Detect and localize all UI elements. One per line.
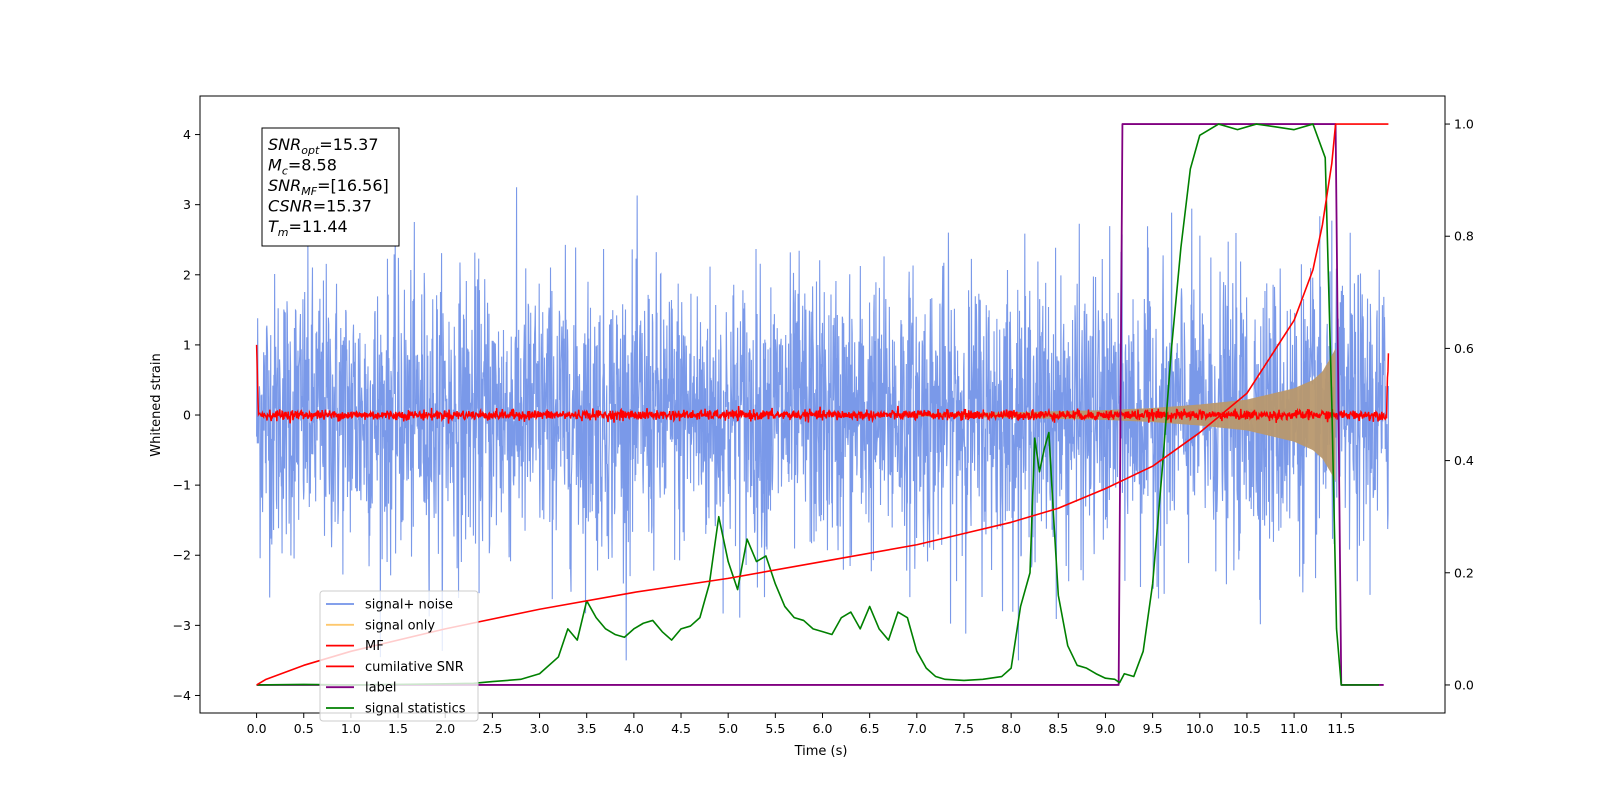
y-tick-label-left: −4 xyxy=(173,688,191,703)
x-tick-label: 5.5 xyxy=(765,721,785,736)
x-axis-title: Time (s) xyxy=(794,744,848,759)
x-tick-label: 2.0 xyxy=(435,721,455,736)
series-mf xyxy=(255,344,1390,424)
x-tick-label: 7.5 xyxy=(954,721,974,736)
x-tick-label: 5.0 xyxy=(718,721,738,736)
y-tick-label-left: 2 xyxy=(183,267,191,282)
info-box-line: Mc=8.58 xyxy=(268,156,337,178)
info-box-line: SNRopt=15.37 xyxy=(268,135,379,157)
x-tick-label: 3.5 xyxy=(577,721,597,736)
x-tick-label: 7.0 xyxy=(907,721,927,736)
x-tick-label: 10.5 xyxy=(1233,721,1261,736)
x-tick-label: 1.0 xyxy=(341,721,361,736)
x-axis: 0.0 0.5 1.0 1.5 2.0 2.5 3.0 3.5 4.0 4.5 5.0 5.5 6.0 6… xyxy=(247,713,1355,736)
y-tick-label-left: −3 xyxy=(173,618,191,633)
x-tick-label: 1.5 xyxy=(388,721,408,736)
x-tick-label: 9.5 xyxy=(1143,721,1163,736)
info-box-line: CSNR=15.37 xyxy=(268,197,372,216)
y-tick-label-left: −1 xyxy=(173,478,191,493)
y-axis-left: −4 −3 −2 −1 0 1 2 3 4 xyxy=(173,127,200,703)
y-tick-label-right: 0.8 xyxy=(1454,229,1474,244)
legend-label: signal+ noise xyxy=(365,598,453,613)
y-tick-label-left: 3 xyxy=(183,197,191,212)
y-tick-label-left: 4 xyxy=(183,127,191,142)
y-tick-label-right: 0.6 xyxy=(1454,341,1474,356)
x-tick-label: 4.0 xyxy=(624,721,644,736)
y-tick-label-left: 1 xyxy=(183,337,191,352)
x-tick-label: 11.5 xyxy=(1327,721,1355,736)
legend: signal+ noise signal only MF cumilative SNR… xyxy=(319,590,479,722)
info-box-line: Tm=11.44 xyxy=(268,217,348,239)
plot-area xyxy=(255,123,1390,686)
x-tick-label: 6.5 xyxy=(860,721,880,736)
y-tick-label-right: 1.0 xyxy=(1454,117,1474,132)
x-tick-label: 11.0 xyxy=(1280,721,1308,736)
series-signal-noise-line xyxy=(256,187,1389,661)
x-tick-label: 10.0 xyxy=(1186,721,1214,736)
x-tick-label: 8.0 xyxy=(1001,721,1021,736)
y-axis-title: Whitened strain xyxy=(149,353,164,456)
series-signal-noise xyxy=(256,187,1389,661)
legend-label: cumilative SNR xyxy=(365,660,464,675)
x-tick-label: 6.0 xyxy=(813,721,833,736)
x-tick-label: 2.5 xyxy=(482,721,502,736)
x-tick-label: 4.5 xyxy=(671,721,691,736)
legend-label: signal only xyxy=(365,618,435,633)
x-tick-label: 0.5 xyxy=(294,721,314,736)
info-box: SNRopt=15.37Mc=8.58SNRMF=[16.56]CSNR=15.… xyxy=(261,127,400,247)
series-mf-line xyxy=(255,344,1390,424)
legend-label: MF xyxy=(365,639,384,654)
y-tick-label-right: 0.0 xyxy=(1454,677,1474,692)
series-signal-statistics xyxy=(256,123,1379,686)
x-tick-label: 8.5 xyxy=(1048,721,1068,736)
x-tick-label: 9.0 xyxy=(1096,721,1116,736)
x-tick-label: 3.0 xyxy=(530,721,550,736)
y-tick-label-left: 0 xyxy=(183,408,191,423)
y-tick-label-left: −2 xyxy=(173,548,191,563)
y-tick-label-right: 0.4 xyxy=(1454,453,1474,468)
info-box-line: SNRMF=[16.56] xyxy=(268,176,389,198)
y-axis-right: 0.0 0.2 0.4 0.6 0.8 1.0 xyxy=(1445,117,1474,692)
info-box-frame xyxy=(261,127,400,247)
y-tick-label-right: 0.2 xyxy=(1454,565,1474,580)
legend-label: label xyxy=(365,681,396,696)
x-tick-label: 0.0 xyxy=(247,721,267,736)
legend-label: signal statistics xyxy=(365,702,466,717)
legend-frame xyxy=(319,590,479,722)
series-signal-statistics-line xyxy=(256,123,1379,686)
